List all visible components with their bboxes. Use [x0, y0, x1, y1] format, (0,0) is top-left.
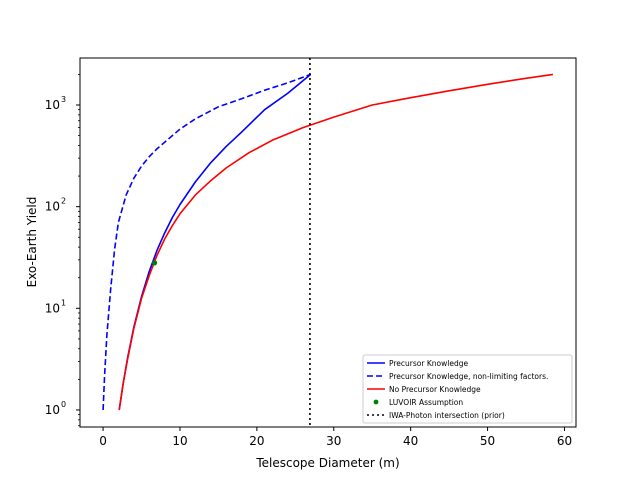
- axes: [76, 57, 577, 431]
- x-tick-label: 60: [557, 434, 572, 448]
- y-tick-exponent: 1: [61, 298, 66, 307]
- y-axis-label: Exo-Earth Yield: [25, 197, 39, 288]
- x-tick-label: 40: [403, 434, 418, 448]
- y-tick-label: 10: [45, 403, 60, 417]
- legend-label: LUVOIR Assumption: [389, 398, 463, 407]
- x-tick-label: 0: [99, 434, 107, 448]
- plot-area: [102, 58, 554, 427]
- legend-label: Precursor Knowledge: [389, 359, 468, 368]
- y-tick-exponent: 3: [61, 95, 66, 104]
- y-tick-exponent: 0: [61, 400, 66, 409]
- legend-swatch: [373, 399, 379, 405]
- series-line-3: [118, 73, 554, 411]
- legend-label: IWA-Photon intersection (prior): [389, 411, 505, 420]
- y-tick-label: 10: [45, 98, 60, 112]
- x-tick-label: 10: [172, 434, 187, 448]
- x-tick-label: 50: [480, 434, 495, 448]
- series-line-2: [102, 73, 311, 411]
- legend-label: No Precursor Knowledge: [389, 385, 481, 394]
- legend-label: Precursor Knowledge, non-limiting factor…: [389, 372, 548, 381]
- x-tick-label: 20: [249, 434, 264, 448]
- x-tick-label: 30: [326, 434, 341, 448]
- data-point-1: [151, 260, 158, 266]
- axes-frame: [79, 57, 577, 428]
- y-tick-exponent: 2: [61, 197, 66, 206]
- y-tick-label: 10: [45, 301, 60, 315]
- x-axis-label: Telescope Diameter (m): [255, 456, 399, 470]
- y-tick-label: 10: [45, 200, 60, 214]
- legend: Precursor Knowledge Precursor Knowledge, …: [362, 354, 573, 424]
- legend-box: [362, 354, 573, 424]
